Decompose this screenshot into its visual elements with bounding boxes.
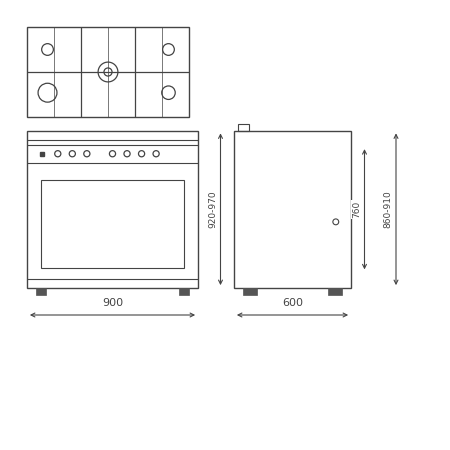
Text: 900: 900 bbox=[102, 298, 123, 308]
Bar bbox=[27, 27, 189, 117]
Text: 920-970: 920-970 bbox=[208, 190, 217, 228]
Text: 600: 600 bbox=[282, 298, 303, 308]
Bar bbox=[40, 180, 184, 268]
Bar bbox=[238, 124, 249, 130]
Text: 860-910: 860-910 bbox=[383, 190, 392, 228]
Bar bbox=[328, 288, 342, 295]
Text: 760: 760 bbox=[352, 201, 361, 218]
Bar bbox=[243, 288, 257, 295]
Bar bbox=[36, 288, 46, 295]
Bar bbox=[27, 130, 198, 288]
Bar bbox=[234, 130, 351, 288]
Bar bbox=[179, 288, 189, 295]
